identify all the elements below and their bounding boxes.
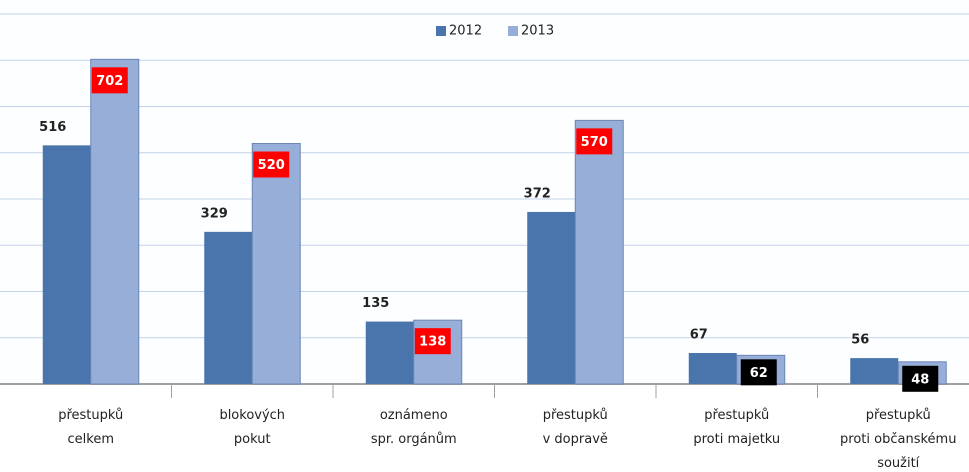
value-label-box bbox=[91, 67, 128, 94]
x-tick-label: oznámeno spr. orgánům bbox=[371, 408, 457, 447]
x-tick-label-line: celkem bbox=[68, 432, 114, 447]
legend-swatch bbox=[436, 26, 446, 36]
value-label: 135 bbox=[362, 296, 389, 311]
x-tick-label-line: pokut bbox=[234, 432, 271, 447]
x-tick-label-line: proti majetku bbox=[693, 432, 780, 447]
x-tick-label-line: spr. orgánům bbox=[371, 432, 457, 447]
x-tick-label: přestupků v dopravě bbox=[543, 408, 608, 447]
value-label: 48 bbox=[911, 372, 929, 387]
x-tick-label: přestupků celkem bbox=[58, 408, 123, 447]
bar bbox=[90, 58, 140, 385]
bar bbox=[688, 353, 737, 384]
bar bbox=[574, 119, 624, 385]
legend-swatch bbox=[508, 26, 518, 36]
legend-label: 2012 bbox=[449, 24, 482, 39]
bar bbox=[365, 321, 414, 384]
value-label: 516 bbox=[39, 120, 66, 135]
value-label: 56 bbox=[851, 333, 869, 348]
bar bbox=[42, 145, 91, 384]
x-tick-label-line: přestupků bbox=[58, 408, 123, 423]
value-label: 62 bbox=[750, 366, 768, 381]
x-tick-label: přestupků proti majetku bbox=[693, 408, 780, 447]
x-tick-label-line: blokových bbox=[219, 408, 285, 423]
x-tick-label-line: soužití bbox=[877, 456, 919, 471]
x-tick-label: blokových pokut bbox=[219, 408, 285, 447]
x-tick-label-line: oznámeno bbox=[380, 408, 448, 423]
legend-label: 2013 bbox=[521, 24, 554, 39]
value-label: 520 bbox=[258, 158, 285, 173]
x-tick-label-line: přestupků bbox=[704, 408, 769, 423]
x-tick-label-line: přestupků bbox=[543, 408, 608, 423]
value-label-box bbox=[414, 328, 451, 355]
value-label-box bbox=[902, 365, 939, 392]
bar bbox=[527, 211, 576, 384]
value-label-box bbox=[253, 151, 290, 178]
value-label: 702 bbox=[96, 74, 123, 89]
value-label: 67 bbox=[690, 328, 708, 343]
bar bbox=[850, 358, 899, 384]
value-label: 329 bbox=[201, 206, 228, 221]
x-tick-label-line: v dopravě bbox=[543, 432, 608, 447]
value-label-box bbox=[740, 359, 777, 386]
value-label: 138 bbox=[419, 335, 446, 350]
value-label-box bbox=[576, 128, 613, 155]
plot-background bbox=[0, 0, 969, 384]
bar bbox=[251, 143, 301, 385]
x-tick-label-line: proti občanskému bbox=[840, 432, 956, 447]
bar bbox=[204, 231, 253, 384]
value-label: 570 bbox=[581, 135, 608, 150]
x-tick-label: přestupků proti občanskému soužití bbox=[840, 408, 956, 471]
x-tick-label-line: přestupků bbox=[866, 408, 931, 423]
value-label: 372 bbox=[524, 186, 551, 201]
